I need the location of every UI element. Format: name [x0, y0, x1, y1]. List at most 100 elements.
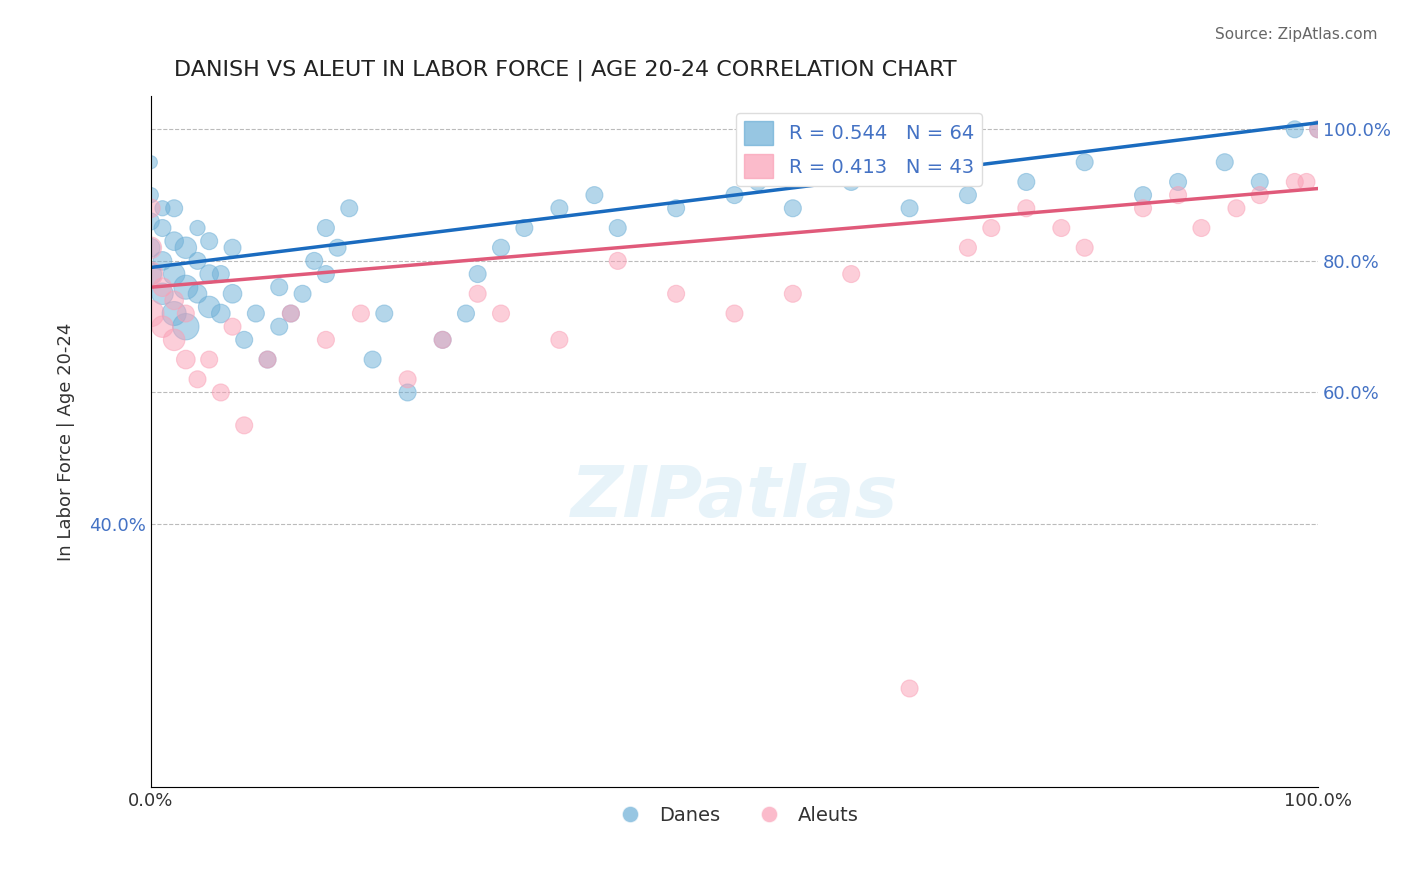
Danes	[198, 267, 221, 281]
Danes	[269, 280, 291, 294]
Danes	[152, 221, 174, 235]
Danes	[396, 385, 419, 400]
Aleuts	[256, 352, 278, 367]
Danes	[337, 201, 360, 215]
Danes	[467, 267, 489, 281]
Danes	[291, 286, 314, 301]
Danes	[174, 319, 197, 334]
Aleuts	[221, 319, 243, 334]
Aleuts	[898, 681, 921, 696]
Aleuts	[1308, 122, 1330, 136]
Aleuts	[152, 280, 174, 294]
Danes	[152, 286, 174, 301]
Danes	[839, 175, 862, 189]
Danes	[256, 352, 278, 367]
Aleuts	[489, 306, 512, 320]
Aleuts	[1284, 175, 1306, 189]
Aleuts	[152, 319, 174, 334]
Danes	[361, 352, 384, 367]
Aleuts	[782, 286, 804, 301]
Danes	[665, 201, 688, 215]
Danes	[432, 333, 454, 347]
Danes	[302, 253, 325, 268]
Aleuts	[1189, 221, 1212, 235]
Danes	[1308, 122, 1330, 136]
Aleuts	[1167, 188, 1189, 202]
Danes	[1015, 175, 1038, 189]
Aleuts	[163, 333, 186, 347]
Danes	[1249, 175, 1271, 189]
Aleuts	[665, 286, 688, 301]
Danes	[548, 201, 571, 215]
Aleuts	[198, 352, 221, 367]
Aleuts	[1073, 241, 1095, 255]
Aleuts	[467, 286, 489, 301]
Danes	[280, 306, 302, 320]
Aleuts	[396, 372, 419, 386]
Danes	[583, 188, 606, 202]
Danes	[198, 234, 221, 248]
Aleuts	[1132, 201, 1154, 215]
Aleuts	[723, 306, 745, 320]
Danes	[1213, 155, 1236, 169]
Aleuts	[839, 267, 862, 281]
Danes	[233, 333, 256, 347]
Danes	[152, 201, 174, 215]
Text: ZIPatlas: ZIPatlas	[571, 463, 898, 532]
Aleuts	[980, 221, 1002, 235]
Danes	[221, 286, 243, 301]
Aleuts	[139, 241, 162, 255]
Danes	[221, 241, 243, 255]
Danes	[723, 188, 745, 202]
Danes	[186, 286, 208, 301]
Danes	[269, 319, 291, 334]
Aleuts	[233, 418, 256, 433]
Aleuts	[1015, 201, 1038, 215]
Danes	[747, 175, 769, 189]
Danes	[186, 253, 208, 268]
Danes	[373, 306, 395, 320]
Aleuts	[163, 293, 186, 308]
Danes	[209, 267, 232, 281]
Aleuts	[1225, 201, 1247, 215]
Danes	[198, 300, 221, 314]
Danes	[209, 306, 232, 320]
Aleuts	[432, 333, 454, 347]
Danes	[326, 241, 349, 255]
Y-axis label: In Labor Force | Age 20-24: In Labor Force | Age 20-24	[58, 323, 75, 561]
Danes	[163, 306, 186, 320]
Danes	[186, 221, 208, 235]
Danes	[1284, 122, 1306, 136]
Aleuts	[548, 333, 571, 347]
Aleuts	[1050, 221, 1073, 235]
Aleuts	[1249, 188, 1271, 202]
Danes	[1167, 175, 1189, 189]
Aleuts	[186, 372, 208, 386]
Danes	[163, 267, 186, 281]
Danes	[898, 201, 921, 215]
Danes	[139, 214, 162, 228]
Aleuts	[139, 201, 162, 215]
Aleuts	[1295, 175, 1317, 189]
Aleuts	[139, 306, 162, 320]
Text: Source: ZipAtlas.com: Source: ZipAtlas.com	[1215, 27, 1378, 42]
Aleuts	[315, 333, 337, 347]
Danes	[139, 188, 162, 202]
Aleuts	[606, 253, 628, 268]
Danes	[489, 241, 512, 255]
Danes	[956, 188, 979, 202]
Danes	[782, 201, 804, 215]
Danes	[139, 241, 162, 255]
Legend: Danes, Aleuts: Danes, Aleuts	[603, 798, 866, 833]
Danes	[163, 234, 186, 248]
Danes	[1132, 188, 1154, 202]
Aleuts	[174, 352, 197, 367]
Aleuts	[956, 241, 979, 255]
Danes	[139, 155, 162, 169]
Danes	[174, 241, 197, 255]
Aleuts	[350, 306, 373, 320]
Danes	[454, 306, 477, 320]
Danes	[139, 267, 162, 281]
Danes	[174, 280, 197, 294]
Aleuts	[174, 306, 197, 320]
